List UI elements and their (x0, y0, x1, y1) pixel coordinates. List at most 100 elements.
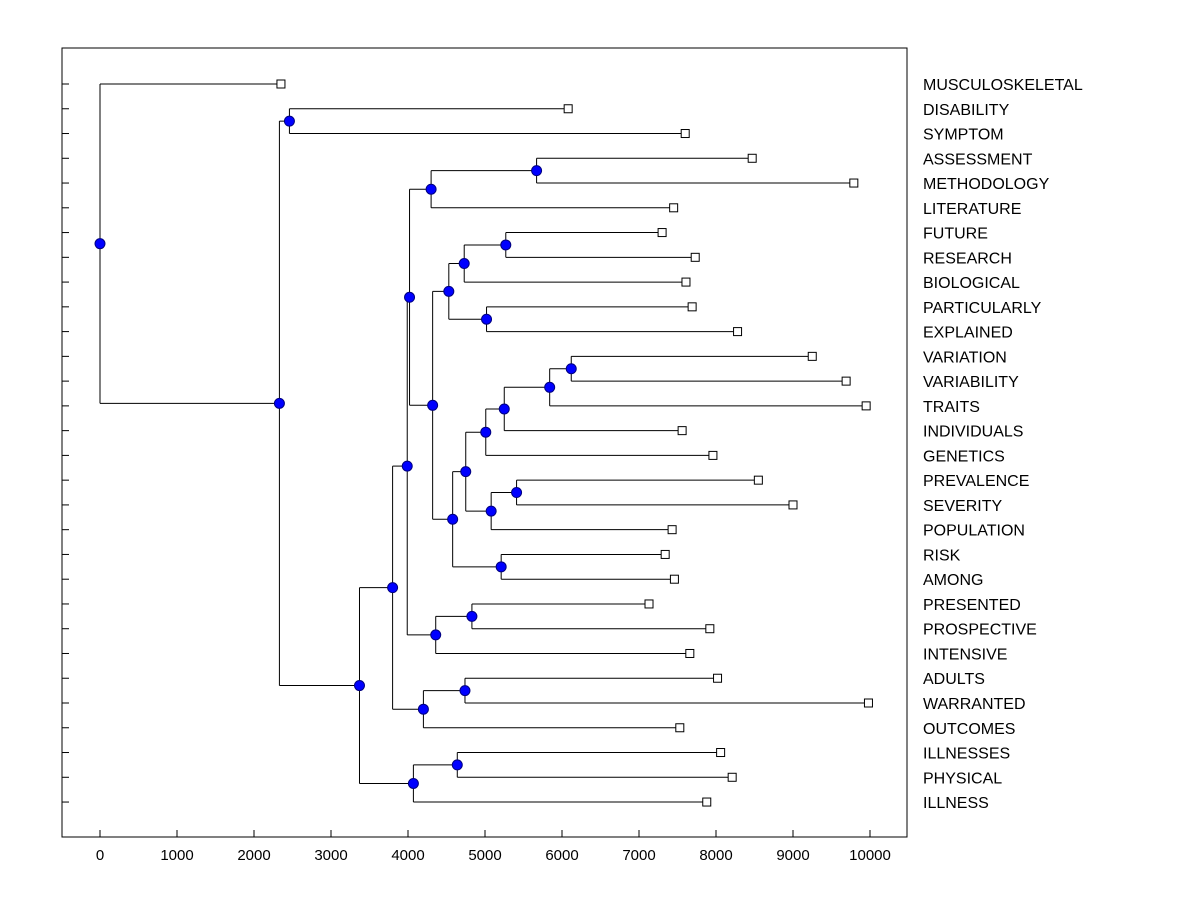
merge-node (544, 381, 556, 393)
merge-node (443, 285, 455, 297)
plot-frame (61, 47, 908, 838)
leaf-marker (669, 203, 679, 213)
merge-node (94, 238, 106, 250)
leaf-marker (660, 549, 670, 559)
merge-node-markers (94, 115, 577, 789)
leaf-marker (685, 648, 695, 658)
leaf-label: ILLNESS (923, 795, 989, 812)
leaf-marker (708, 450, 718, 460)
leaf-marker (677, 426, 687, 436)
leaf-marker (716, 748, 726, 758)
merge-node (485, 505, 497, 517)
leaf-label: PRESENTED (923, 597, 1021, 614)
merge-node (283, 115, 295, 127)
leaf-label: PHYSICAL (923, 770, 1002, 787)
x-tick-label: 2000 (237, 847, 270, 864)
leaf-marker (644, 599, 654, 609)
merge-node (407, 777, 419, 789)
x-tick-label: 9000 (776, 847, 809, 864)
leaf-label: PARTICULARLY (923, 300, 1042, 317)
leaf-label: ILLNESSES (923, 746, 1010, 763)
leaf-marker (727, 772, 737, 782)
leaf-label: ASSESSMENT (923, 151, 1033, 168)
merge-node (466, 610, 478, 622)
leaf-label: GENETICS (923, 448, 1005, 465)
leaf-marker (733, 327, 743, 337)
merge-node (427, 399, 439, 411)
merge-node (531, 165, 543, 177)
x-tick-label: 5000 (468, 847, 501, 864)
leaf-label: DISABILITY (923, 102, 1010, 119)
merge-node (565, 363, 577, 375)
leaf-label: BIOLOGICAL (923, 275, 1020, 292)
merge-node (460, 466, 472, 478)
x-tick-label: 3000 (314, 847, 347, 864)
leaf-marker (861, 401, 871, 411)
leaf-label: PREVALENCE (923, 473, 1029, 490)
leaf-marker (713, 673, 723, 683)
leaf-marker (702, 797, 712, 807)
leaf-label: AMONG (923, 572, 983, 589)
leaf-label: SYMPTOM (923, 127, 1004, 144)
merge-node (404, 291, 416, 303)
leaf-label: RESEARCH (923, 250, 1012, 267)
leaf-label: FUTURE (923, 226, 988, 243)
merge-node (353, 680, 365, 692)
leaf-marker (680, 129, 690, 139)
merge-node (401, 460, 413, 472)
merge-node (451, 759, 463, 771)
leaf-label: TRAITS (923, 399, 980, 416)
leaf-label: VARIABILITY (923, 374, 1019, 391)
leaf-marker (705, 624, 715, 634)
x-tick-label: 10000 (849, 847, 891, 864)
merge-node (481, 313, 493, 325)
merge-node (273, 397, 285, 409)
branch-lines (99, 83, 869, 803)
merge-node (417, 703, 429, 715)
leaf-label: METHODOLOGY (923, 176, 1050, 193)
leaf-marker (675, 723, 685, 733)
merge-node (425, 183, 437, 195)
x-tick-label: 1000 (160, 847, 193, 864)
leaf-label: OUTCOMES (923, 721, 1015, 738)
leaf-label: INTENSIVE (923, 646, 1007, 663)
leaf-marker (690, 252, 700, 262)
leaf-markers (276, 79, 873, 807)
merge-node (430, 629, 442, 641)
leaf-label: EXPLAINED (923, 325, 1013, 342)
merge-node (511, 487, 523, 499)
leaf-label: RISK (923, 547, 961, 564)
x-tick-label: 4000 (391, 847, 424, 864)
merge-node (500, 239, 512, 251)
x-tick-label: 8000 (699, 847, 732, 864)
leaf-marker (563, 104, 573, 114)
merge-node (495, 561, 507, 573)
x-tick-label: 0 (96, 847, 104, 864)
leaf-marker (669, 574, 679, 584)
leaf-label: POPULATION (923, 523, 1025, 540)
leaf-label: PROSPECTIVE (923, 622, 1037, 639)
leaf-marker (687, 302, 697, 312)
leaf-marker (841, 376, 851, 386)
merge-node (447, 513, 459, 525)
merge-node (458, 258, 470, 270)
leaf-marker (807, 351, 817, 361)
leaf-marker (747, 153, 757, 163)
leaf-marker (849, 178, 859, 188)
merge-node (498, 403, 510, 415)
leaf-marker (276, 79, 286, 89)
leaf-label: INDIVIDUALS (923, 424, 1023, 441)
leaf-marker (657, 228, 667, 238)
leaf-label: WARRANTED (923, 696, 1026, 713)
merge-node (480, 426, 492, 438)
leaf-label: SEVERITY (923, 498, 1002, 515)
x-tick-label: 7000 (622, 847, 655, 864)
merge-node (459, 685, 471, 697)
leaf-marker (667, 525, 677, 535)
leaf-marker (753, 475, 763, 485)
leaf-label: VARIATION (923, 349, 1007, 366)
merge-node (387, 582, 399, 594)
leaf-marker (788, 500, 798, 510)
leaf-label: MUSCULOSKELETAL (923, 77, 1083, 94)
